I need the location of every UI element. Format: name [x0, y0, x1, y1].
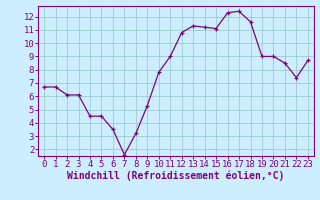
X-axis label: Windchill (Refroidissement éolien,°C): Windchill (Refroidissement éolien,°C) — [67, 171, 285, 181]
